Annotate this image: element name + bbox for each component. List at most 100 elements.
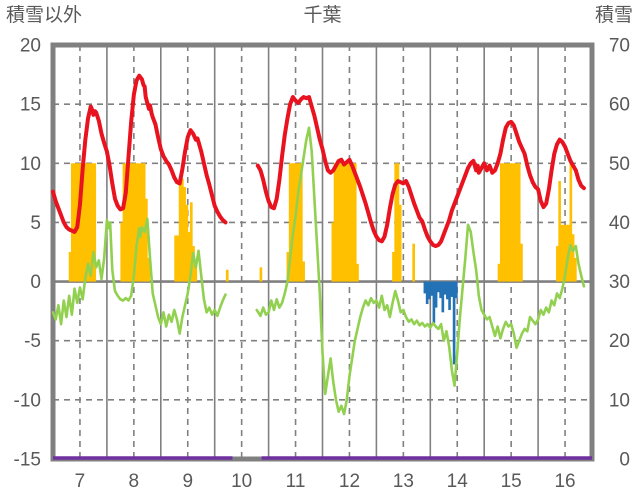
sunshine-bar [356, 263, 359, 282]
sunshine-bar [497, 263, 501, 282]
sunshine-bar [569, 163, 573, 282]
right-axis-title: 積雪 [594, 5, 633, 26]
x-axis-tick: 8 [129, 471, 140, 492]
right-axis-tick: 40 [609, 213, 630, 234]
sunshine-bar [511, 163, 514, 282]
sunshine-bar [513, 163, 517, 282]
sunshine-bar [331, 222, 335, 282]
sunshine-bar [556, 246, 559, 282]
left-axis-tick: 15 [20, 95, 41, 116]
sunshine-bar [302, 261, 305, 282]
precipitation-bar [425, 281, 429, 305]
sunshine-bar [259, 267, 263, 282]
sunshine-bar [124, 163, 128, 282]
x-axis-tick: 11 [286, 471, 306, 492]
sunshine-bar [347, 163, 350, 282]
left-axis-title: 積雪以外 [6, 5, 83, 26]
temperature-line [51, 73, 228, 234]
precipitation-bar [446, 281, 449, 300]
green-line [255, 126, 586, 416]
sunshine-bar [185, 204, 189, 282]
sunshine-bar [138, 163, 141, 282]
sunshine-bar [349, 163, 353, 282]
sunshine-bar [140, 163, 144, 282]
temperature-line [255, 95, 586, 249]
x-axis-tick: 9 [182, 471, 193, 492]
sunshine-bar [181, 178, 184, 282]
precipitation-bar [423, 281, 427, 294]
sunshine-bar [136, 163, 139, 282]
sunshine-bar [88, 163, 92, 282]
sunshine-bar [129, 163, 133, 282]
precipitation-bar [448, 281, 451, 310]
precipitation-bar [452, 281, 456, 365]
sunshine-bar [412, 243, 415, 282]
sunshine-bar [70, 163, 74, 282]
left-axis-tick: 0 [30, 272, 41, 293]
sunshine-bar [147, 257, 150, 282]
sunshine-bar [562, 224, 566, 282]
left-axis-tick: -10 [14, 390, 41, 411]
sunshine-bar [502, 163, 505, 282]
sunshine-bar [225, 269, 229, 282]
sunshine-bar [133, 163, 137, 282]
precipitation-bar [443, 281, 447, 295]
precipitation-bar [437, 281, 440, 293]
sunshine-bar [506, 163, 510, 282]
precipitation-bar [454, 281, 458, 299]
sunshine-bar [174, 235, 177, 282]
right-axis-tick: 50 [609, 154, 630, 175]
right-axis-tick: 20 [609, 331, 630, 352]
right-axis-tick: 70 [609, 36, 630, 57]
sunshine-bar [560, 224, 564, 282]
sunshine-bar [79, 163, 83, 282]
sunshine-bar [394, 163, 397, 282]
precipitation-bar [434, 281, 438, 308]
sunshine-bar [288, 163, 292, 282]
sunshine-bar [68, 252, 72, 282]
sunshine-bar [122, 163, 126, 282]
sunshine-bar [194, 263, 198, 282]
precipitation-bar [439, 281, 442, 299]
x-axis-tick: 15 [501, 471, 522, 492]
sunshine-bar [344, 163, 348, 282]
sunshine-bar [176, 235, 180, 282]
sunshine-bar [73, 163, 76, 282]
sunshine-bar [91, 163, 94, 282]
sunshine-bar [342, 163, 346, 282]
sunshine-bar [353, 163, 357, 282]
x-axis-tick: 14 [447, 471, 469, 492]
sunshine-bar [504, 163, 508, 282]
x-axis-tick: 10 [231, 471, 252, 492]
sunshine-bar [338, 163, 341, 282]
sunshine-bar [187, 231, 191, 282]
right-axis-tick: 0 [619, 450, 630, 471]
left-axis-tick: 10 [20, 154, 41, 175]
sunshine-bar [127, 163, 130, 282]
left-axis-tick: 5 [30, 213, 41, 234]
green-line [51, 217, 227, 335]
sunshine-bar [515, 163, 519, 282]
sunshine-bar [142, 163, 146, 282]
x-axis-tick: 13 [393, 471, 414, 492]
sunshine-bar [145, 198, 148, 282]
sunshine-bar [499, 163, 503, 282]
right-axis-tick: 30 [609, 272, 630, 293]
sunshine-bar [508, 163, 512, 282]
sunshine-bar [574, 257, 577, 282]
sunshine-bar [297, 163, 301, 282]
sunshine-bar [300, 163, 303, 282]
precipitation-bar [430, 281, 433, 296]
sunshine-bar [565, 224, 568, 282]
sunshine-bar [571, 234, 575, 282]
left-axis-tick: -5 [24, 331, 41, 352]
sunshine-bar [520, 243, 523, 282]
x-axis-tick: 16 [554, 471, 575, 492]
precipitation-bar [432, 281, 436, 323]
sunshine-bar [291, 163, 294, 282]
sunshine-bar [86, 163, 90, 282]
x-axis-tick: 7 [75, 471, 86, 492]
right-axis-tick: 60 [609, 95, 630, 116]
sunshine-bar [84, 163, 88, 282]
